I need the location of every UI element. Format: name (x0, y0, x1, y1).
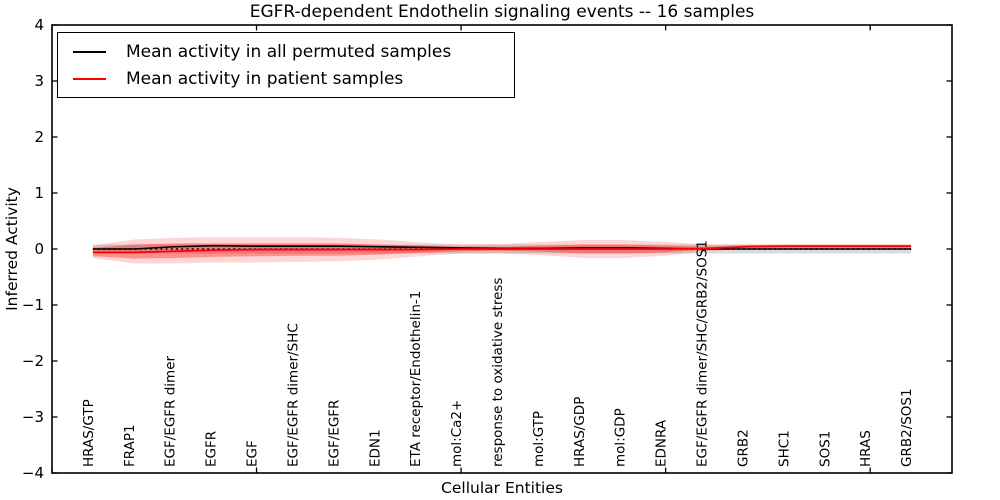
y-tick-label: 2 (34, 128, 44, 146)
legend: Mean activity in all permuted samples Me… (57, 32, 515, 98)
x-entity-label: EGF/EGFR (326, 400, 342, 467)
band-patient-samples-outer-band (92, 237, 912, 264)
x-entity-label: GRB2 (735, 429, 751, 467)
y-tick-label: 0 (34, 240, 44, 258)
y-tick-label: 4 (34, 16, 44, 34)
legend-item-patient: Mean activity in patient samples (58, 69, 514, 89)
legend-label-permuted: Mean activity in all permuted samples (126, 41, 452, 62)
permuted-line-swatch (73, 50, 106, 53)
x-entity-label: response to oxidative stress (490, 278, 506, 467)
x-entity-label: mol:Ca2+ (449, 400, 465, 467)
y-tick-label: −3 (22, 408, 44, 426)
band-patient-samples-inner-band (92, 243, 912, 259)
chart-title: EGFR-dependent Endothelin signaling even… (249, 2, 755, 22)
x-entity-label: HRAS (858, 430, 874, 467)
x-entity-label: SHC1 (776, 430, 792, 467)
x-entity-label: ETA receptor/Endothelin-1 (408, 291, 424, 467)
y-tick-label: −1 (22, 296, 44, 314)
x-entity-label: EGF/EGFR dimer/SHC/GRB2/SOS1 (695, 240, 711, 467)
y-tick-label: −4 (22, 464, 44, 482)
y-tick-label: 1 (34, 184, 44, 202)
x-entity-label: EGF/EGFR dimer/SHC (285, 323, 301, 467)
legend-label-patient: Mean activity in patient samples (126, 68, 404, 89)
x-entity-label: mol:GDP (613, 408, 629, 467)
x-entity-label: GRB2/SOS1 (899, 388, 915, 467)
x-axis-label: Cellular Entities (441, 479, 563, 497)
x-entity-label: EGFR (204, 431, 220, 467)
legend-item-permuted: Mean activity in all permuted samples (58, 42, 514, 62)
y-tick-label: −2 (22, 352, 44, 370)
x-entity-label: HRAS/GTP (81, 399, 97, 467)
y-axis-label: Inferred Activity (3, 187, 21, 311)
x-entity-label: SOS1 (817, 431, 833, 467)
series-line-patient (92, 245, 912, 254)
x-entity-label: mol:GTP (531, 411, 547, 467)
x-entity-label: EGF/EGFR dimer (163, 355, 179, 467)
x-entity-label: FRAP1 (122, 424, 138, 467)
x-entity-label: HRAS/GDP (572, 397, 588, 467)
y-tick-label: 3 (34, 72, 44, 90)
x-entity-label: EDNRA (654, 419, 670, 467)
x-entity-label: EDN1 (367, 429, 383, 467)
patient-line-swatch (73, 77, 106, 80)
x-entity-label: EGF (245, 440, 261, 467)
